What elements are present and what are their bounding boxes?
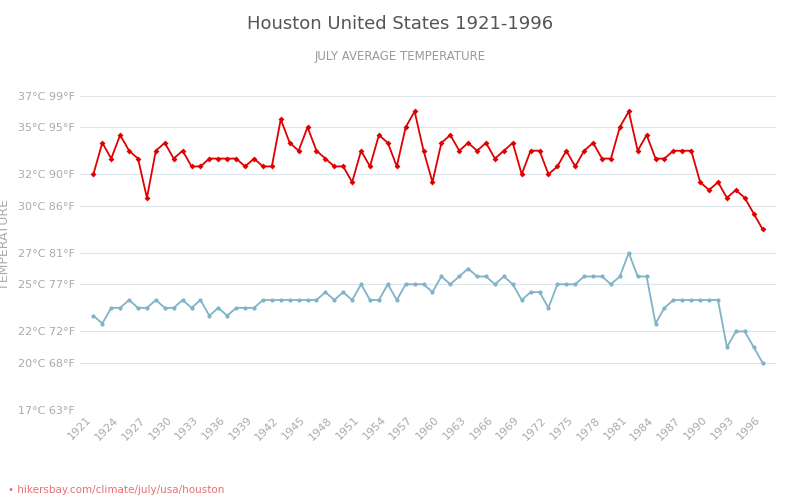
NIGHT <box>437 274 446 280</box>
NIGHT <box>517 297 526 303</box>
DAY <box>446 132 455 138</box>
DAY <box>544 172 554 177</box>
DAY <box>89 172 98 177</box>
Line: DAY: DAY <box>91 110 765 232</box>
Text: JULY AVERAGE TEMPERATURE: JULY AVERAGE TEMPERATURE <box>314 50 486 63</box>
DAY <box>151 148 161 154</box>
NIGHT <box>534 289 544 295</box>
NIGHT <box>151 297 161 303</box>
Y-axis label: TEMPERATURE: TEMPERATURE <box>0 200 11 290</box>
DAY <box>633 148 642 154</box>
NIGHT <box>633 274 642 280</box>
DAY <box>526 148 535 154</box>
Text: • hikersbay.com/climate/july/usa/houston: • hikersbay.com/climate/july/usa/houston <box>8 485 224 495</box>
NIGHT <box>321 289 330 295</box>
DAY <box>321 156 330 162</box>
Text: Houston United States 1921-1996: Houston United States 1921-1996 <box>247 15 553 33</box>
DAY <box>758 226 767 232</box>
NIGHT <box>624 250 634 256</box>
NIGHT <box>89 312 98 318</box>
NIGHT <box>758 360 767 366</box>
Line: NIGHT: NIGHT <box>91 251 765 365</box>
DAY <box>410 108 419 114</box>
